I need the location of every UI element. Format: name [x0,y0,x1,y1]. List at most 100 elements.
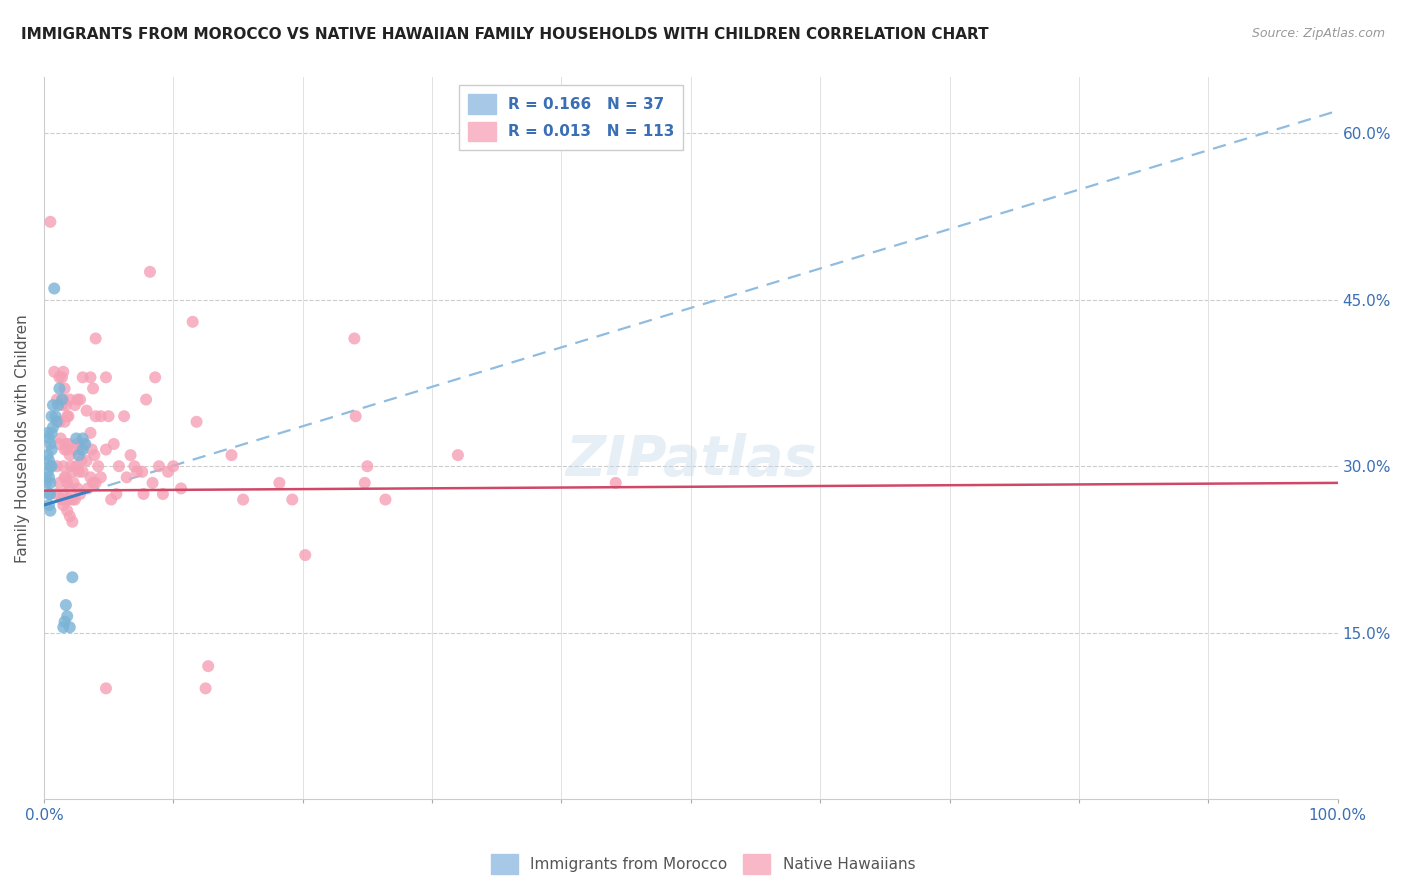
Point [41,442,63,457]
Point [170,482,193,496]
Point [55,470,77,484]
Point [65,432,87,446]
Point [62,475,84,490]
Point [356,459,378,474]
Point [82,381,104,395]
Point [65,459,87,474]
Point [605,475,627,490]
Point [72,465,94,479]
Point [55,598,77,612]
Point [48,381,70,395]
Point [76,453,98,467]
Point [77,482,100,496]
Point [41,409,63,424]
Point [79,425,101,440]
Point [73,437,96,451]
Point [42,420,65,434]
Point [143,370,166,384]
Point [80,442,103,457]
Point [51,492,73,507]
Point [37,465,59,479]
Point [59,620,82,634]
Point [52,498,75,512]
Text: ZIPatlas: ZIPatlas [565,434,817,487]
Point [115,470,138,484]
Point [66,482,89,496]
Point [84,331,107,345]
Point [63,398,86,412]
Point [35,475,58,490]
Point [353,475,375,490]
Point [75,437,97,451]
Point [60,459,83,474]
Point [103,437,125,451]
Point [152,487,174,501]
Point [135,392,157,407]
Point [69,392,91,407]
Point [38,453,60,467]
Point [90,409,112,424]
Point [56,609,79,624]
Point [53,615,76,629]
Point [59,482,82,496]
Point [221,448,243,462]
Point [39,487,62,501]
Point [58,409,80,424]
Point [45,415,67,429]
Point [42,398,65,412]
Point [67,465,90,479]
Legend: Immigrants from Morocco, Native Hawaiians: Immigrants from Morocco, Native Hawaiian… [485,848,921,880]
Point [63,442,86,457]
Point [294,548,316,562]
Point [125,465,148,479]
Point [38,470,60,484]
Point [52,392,75,407]
Point [139,265,162,279]
Point [72,442,94,457]
Point [58,492,80,507]
Point [53,470,76,484]
Point [60,570,83,584]
Point [60,492,83,507]
Point [148,459,170,474]
Point [55,398,77,412]
Point [197,659,219,673]
Point [55,492,77,507]
Point [132,487,155,501]
Point [48,370,70,384]
Point [55,437,77,451]
Point [60,465,83,479]
Point [374,492,396,507]
Point [39,459,62,474]
Point [41,425,63,440]
Point [343,331,366,345]
Point [53,492,76,507]
Point [37,448,59,462]
Point [281,492,304,507]
Point [38,487,60,501]
Point [56,442,79,457]
Point [44,365,66,379]
Point [44,409,66,424]
Y-axis label: Family Households with Children: Family Households with Children [15,314,30,563]
Point [105,487,128,501]
Point [90,470,112,484]
Point [59,509,82,524]
Point [52,620,75,634]
Point [66,437,89,451]
Point [45,487,67,501]
Point [269,475,291,490]
Point [108,459,131,474]
Point [59,448,82,462]
Point [83,448,105,462]
Point [52,459,75,474]
Point [51,370,73,384]
Point [100,492,122,507]
Point [142,475,165,490]
Point [41,459,63,474]
Text: Source: ZipAtlas.com: Source: ZipAtlas.com [1251,27,1385,40]
Point [84,409,107,424]
Point [232,492,254,507]
Point [112,409,135,424]
Point [69,487,91,501]
